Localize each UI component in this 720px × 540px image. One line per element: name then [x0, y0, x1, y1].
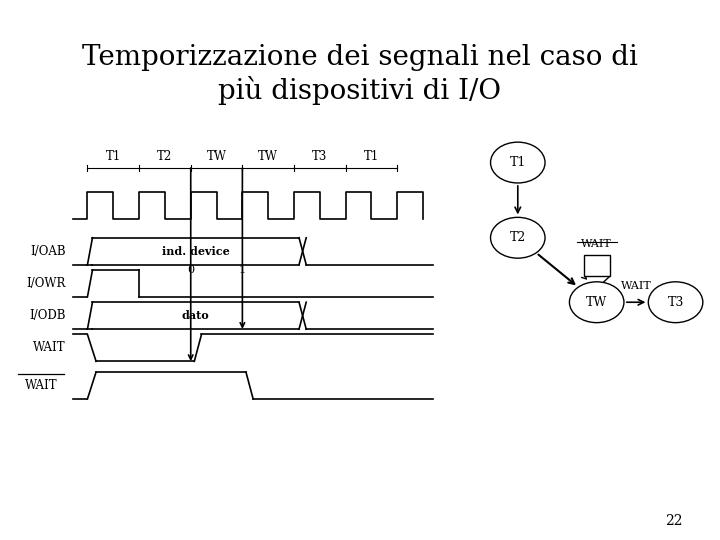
Text: ind. device: ind. device: [162, 246, 230, 256]
Text: I/OWR: I/OWR: [27, 277, 66, 290]
Text: T1: T1: [510, 156, 526, 169]
Text: TW: TW: [586, 296, 607, 309]
Text: I/OAB: I/OAB: [30, 245, 66, 258]
Text: I/ODB: I/ODB: [30, 309, 66, 322]
Text: dato: dato: [182, 310, 210, 321]
Text: 22: 22: [665, 514, 683, 528]
FancyBboxPatch shape: [584, 255, 610, 276]
Text: WAIT: WAIT: [621, 281, 652, 292]
Text: T1: T1: [106, 150, 121, 163]
Text: WAIT: WAIT: [581, 239, 612, 248]
Text: 0: 0: [187, 265, 194, 275]
Text: T3: T3: [667, 296, 684, 309]
Text: WAIT: WAIT: [24, 379, 57, 392]
Text: 1: 1: [239, 265, 246, 275]
Text: TW: TW: [258, 150, 278, 163]
Text: Temporizzazione dei segnali nel caso di
più dispositivi di I/O: Temporizzazione dei segnali nel caso di …: [82, 44, 638, 105]
Text: T1: T1: [364, 150, 379, 163]
Text: TW: TW: [207, 150, 227, 163]
Text: WAIT: WAIT: [33, 341, 66, 354]
Text: T2: T2: [510, 231, 526, 244]
Text: T3: T3: [312, 150, 328, 163]
Text: T2: T2: [157, 150, 173, 163]
